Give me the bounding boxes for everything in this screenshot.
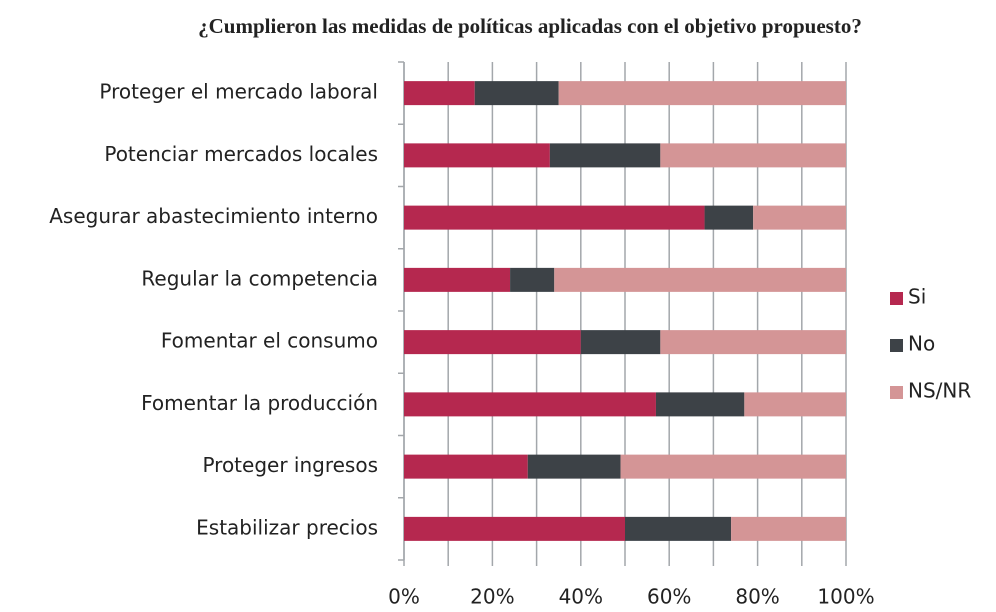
- legend-label: No: [908, 332, 935, 356]
- chart-title: ¿Cumplieron las medidas de políticas apl…: [198, 14, 862, 38]
- legend-swatch: [890, 339, 903, 352]
- y-tick-label: Regular la competencia: [141, 266, 378, 290]
- bar-segment: [753, 205, 846, 230]
- bar-segment: [744, 392, 846, 417]
- y-tick-label: Asegurar abastecimiento interno: [49, 204, 378, 228]
- bar-segment: [404, 330, 581, 355]
- bar-segment: [558, 81, 846, 106]
- y-tick-label: Potenciar mercados locales: [104, 142, 378, 166]
- legend-label: Si: [908, 285, 926, 309]
- y-tick-label: Estabilizar precios: [196, 515, 378, 539]
- bar-segment: [704, 205, 754, 230]
- bar-segment: [404, 143, 550, 168]
- bar-segment: [655, 392, 745, 417]
- bar-segment: [625, 516, 732, 541]
- bar-segment: [554, 267, 846, 292]
- bar-segment: [549, 143, 661, 168]
- y-tick-label: Fomentar la producción: [141, 391, 378, 415]
- bar-segment: [404, 267, 511, 292]
- bar-segment: [474, 81, 559, 106]
- bar-segment: [404, 81, 475, 106]
- x-tick-label: 80%: [735, 585, 779, 609]
- bar-segment: [510, 267, 555, 292]
- legend-swatch: [890, 292, 903, 305]
- bar-segment: [620, 454, 846, 479]
- y-tick-label: Fomentar el consumo: [161, 329, 378, 353]
- legend-label: NS/NR: [908, 379, 971, 403]
- bar-segment: [527, 454, 621, 479]
- x-tick-label: 100%: [817, 585, 874, 609]
- bar-segment: [404, 205, 705, 230]
- bar-segment: [404, 454, 528, 479]
- x-tick-label: 40%: [559, 585, 603, 609]
- bar-segment: [660, 143, 846, 168]
- bar-segment: [660, 330, 846, 355]
- bar-segment: [580, 330, 661, 355]
- x-tick-label: 20%: [470, 585, 514, 609]
- x-tick-label: 60%: [647, 585, 691, 609]
- y-tick-label: Proteger el mercado laboral: [99, 80, 378, 104]
- bar-segment: [404, 516, 625, 541]
- x-tick-label: 0%: [388, 585, 420, 609]
- bar-segment: [731, 516, 846, 541]
- legend-swatch: [890, 386, 903, 399]
- bar-segment: [404, 392, 656, 417]
- y-tick-label: Proteger ingresos: [202, 453, 378, 477]
